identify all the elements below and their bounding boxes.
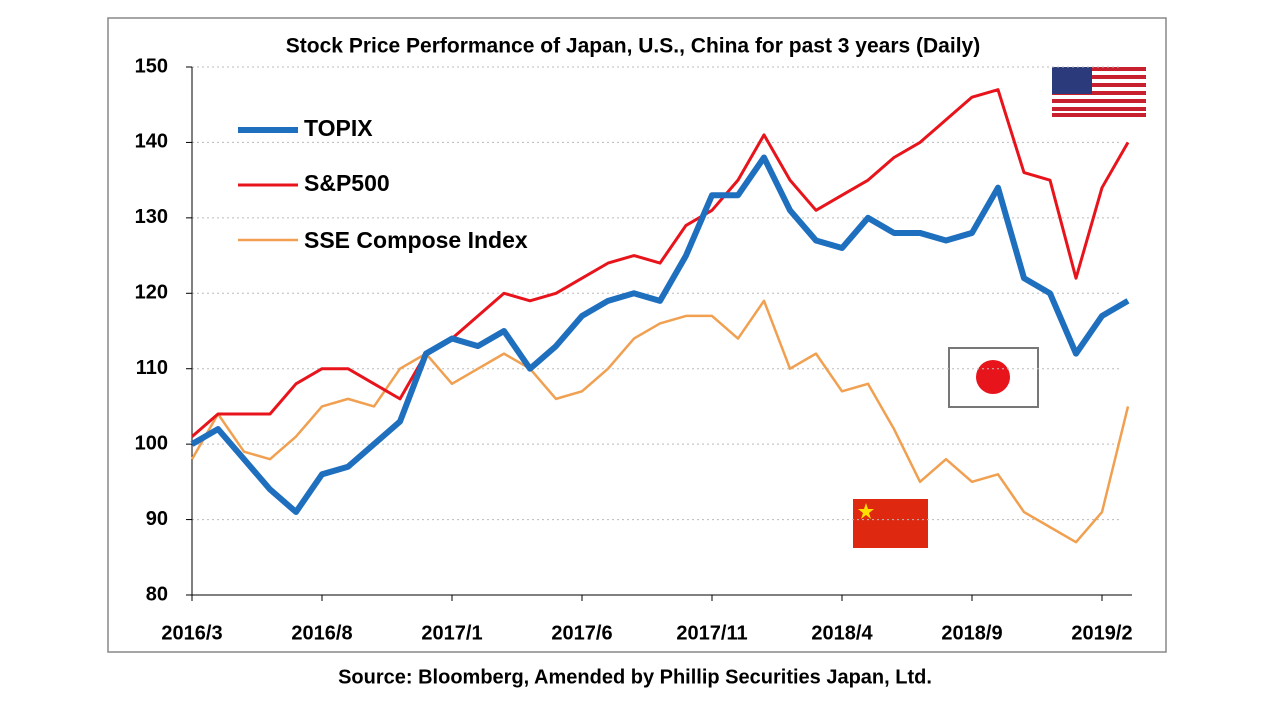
series-line: [191, 88, 1130, 438]
x-tick-label: 2016/3: [161, 622, 222, 644]
japan-flag: [948, 347, 1039, 408]
legend-label: TOPIX: [304, 115, 373, 141]
x-tick-label: 2017/6: [551, 622, 612, 644]
y-tick-label: 110: [136, 357, 168, 379]
series-line: [190, 299, 1130, 544]
legend-label: SSE Compose Index: [304, 227, 528, 253]
series-line: [190, 154, 1130, 516]
y-tick-label: 130: [135, 206, 168, 228]
y-tick-label: 120: [135, 282, 168, 304]
legend-label: S&P500: [304, 170, 390, 196]
y-tick-label: 80: [146, 583, 168, 605]
y-tick-label: 150: [135, 55, 168, 77]
y-tick-label: 140: [135, 131, 168, 153]
x-tick-label: 2019/2: [1071, 622, 1132, 644]
y-tick-label: 100: [135, 432, 168, 454]
x-tick-label: 2017/11: [676, 622, 747, 644]
x-tick-label: 2017/1: [421, 622, 482, 644]
y-tick-label: 90: [146, 508, 168, 530]
x-tick-label: 2018/9: [941, 622, 1002, 644]
chart-border: [107, 17, 1167, 653]
us-flag: [1052, 67, 1146, 117]
chart-title: Stock Price Performance of Japan, U.S., …: [286, 35, 980, 58]
x-tick-label: 2016/8: [291, 622, 352, 644]
source-note: Source: Bloomberg, Amended by Phillip Se…: [338, 666, 932, 688]
x-tick-label: 2018/4: [811, 622, 873, 644]
china-flag: [853, 499, 928, 548]
